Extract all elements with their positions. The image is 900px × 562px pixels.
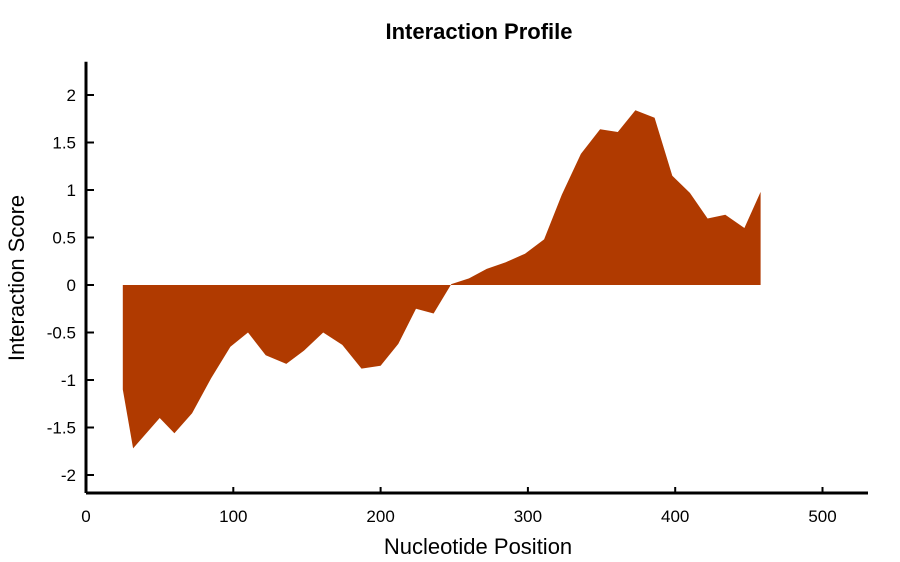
y-axis-ticks: -2 -1.5 -1 -0.5 0 0.5 1 1.5 2 bbox=[47, 86, 94, 485]
y-tick-label: -1.5 bbox=[47, 419, 76, 438]
area-layer bbox=[122, 110, 761, 449]
y-tick-label: 1.5 bbox=[52, 134, 76, 153]
axes bbox=[84, 61, 868, 495]
y-tick-label: 0 bbox=[67, 276, 76, 295]
x-axis-ticks: 0 100 200 300 400 500 bbox=[81, 487, 837, 526]
x-tick-label: 200 bbox=[366, 507, 394, 526]
x-tick-label: 400 bbox=[661, 507, 689, 526]
x-tick-label: 500 bbox=[808, 507, 836, 526]
chart-title: Interaction Profile bbox=[385, 19, 572, 44]
y-axis-label: Interaction Score bbox=[4, 195, 29, 361]
y-tick-label: -2 bbox=[61, 466, 76, 485]
y-tick-label: -1 bbox=[61, 371, 76, 390]
area-series-0 bbox=[122, 110, 761, 449]
x-tick-label: 0 bbox=[81, 507, 90, 526]
x-tick-label: 300 bbox=[514, 507, 542, 526]
x-axis-label: Nucleotide Position bbox=[384, 534, 572, 559]
y-tick-label: -0.5 bbox=[47, 324, 76, 343]
y-tick-label: 2 bbox=[67, 86, 76, 105]
x-tick-label: 100 bbox=[219, 507, 247, 526]
y-tick-label: 0.5 bbox=[52, 229, 76, 248]
y-tick-label: 1 bbox=[67, 181, 76, 200]
